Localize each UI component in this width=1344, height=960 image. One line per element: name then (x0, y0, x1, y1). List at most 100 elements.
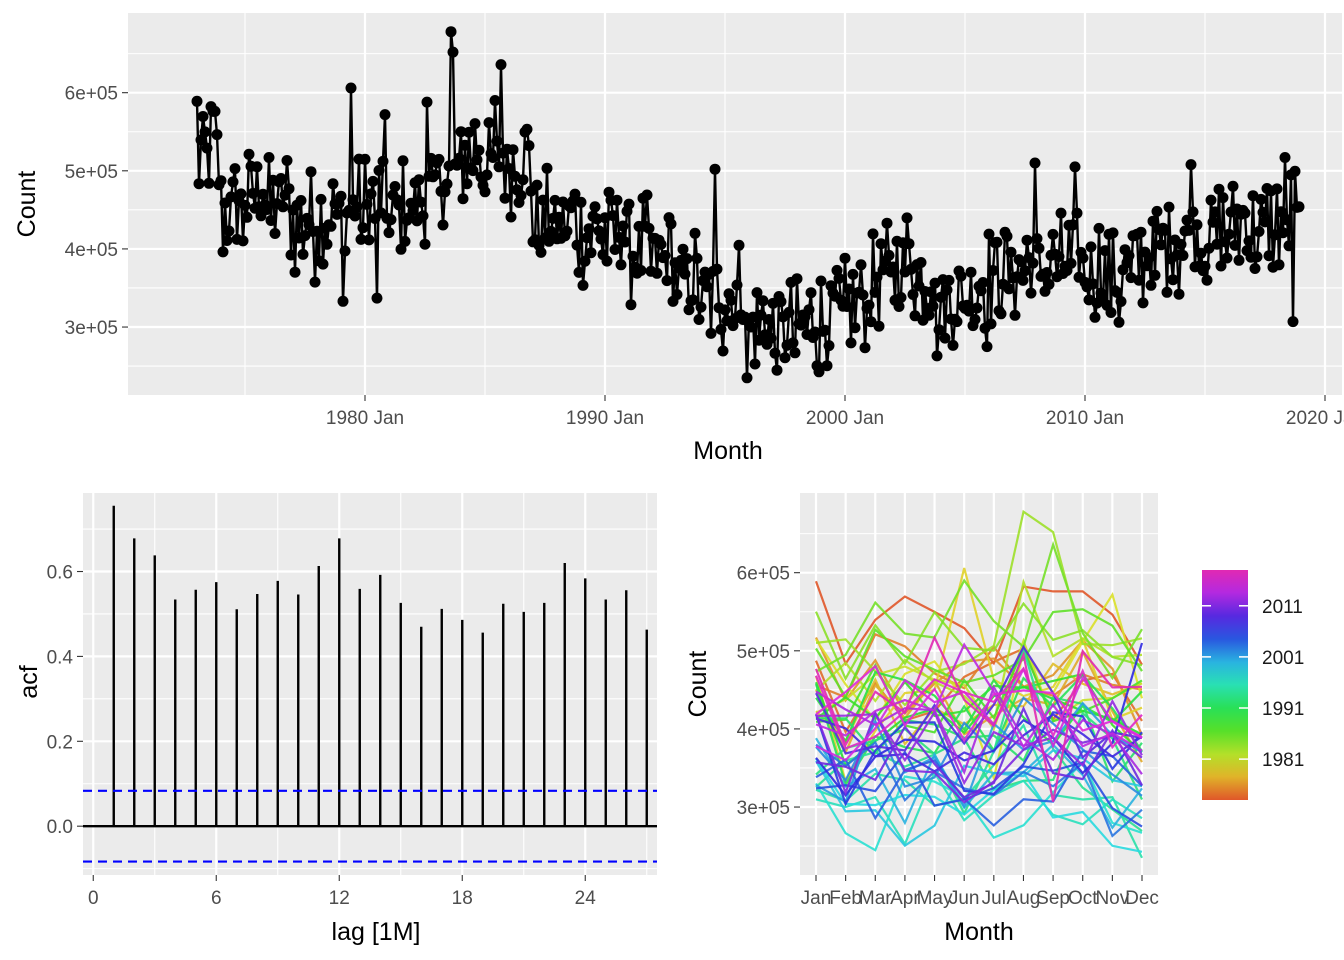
timeseries-point (191, 95, 203, 107)
timeseries-y-tick-label: 3e+05 (65, 318, 118, 339)
timeseries-point (855, 259, 867, 271)
timeseries-point (1213, 183, 1225, 195)
timeseries-point (209, 105, 221, 117)
timeseries-point (745, 321, 757, 333)
seasonal-year-line (815, 608, 1143, 700)
timeseries-point (491, 135, 503, 147)
timeseries-point (705, 327, 717, 339)
timeseries-point (221, 235, 233, 246)
timeseries-point (471, 154, 483, 166)
timeseries-point (453, 152, 465, 164)
timeseries-point (283, 183, 295, 195)
timeseries-point (1293, 201, 1305, 213)
timeseries-point (315, 193, 327, 205)
timeseries-point (833, 272, 845, 284)
timeseries-point (609, 244, 621, 255)
timeseries-x-tick-label: 2000 Jan (806, 408, 884, 429)
timeseries-point (359, 153, 371, 165)
timeseries-point (683, 304, 695, 316)
timeseries-point (317, 258, 329, 270)
timeseries-point (813, 366, 825, 378)
timeseries-point (1289, 165, 1301, 177)
timeseries-x-ticks: 1980 Jan 1990 Jan 2000 Jan 2010 Jan 2020 Jan (326, 395, 1344, 429)
timeseries-point (1151, 205, 1163, 217)
timeseries-point (361, 198, 373, 210)
seasonal-x-tick-label: Sep (1036, 888, 1070, 909)
timeseries-x-tick-label: 2020 Jan (1286, 408, 1344, 429)
timeseries-point (415, 196, 427, 208)
timeseries-point (923, 309, 935, 321)
timeseries-point (1133, 274, 1145, 286)
timeseries-point (893, 301, 905, 312)
timeseries-point (1185, 159, 1197, 171)
acf-y-ticks: 0.0 0.2 0.4 0.6 (47, 563, 83, 838)
acf-y-tick-label: 0.0 (47, 817, 73, 838)
timeseries-point (349, 210, 361, 222)
timeseries-point (1215, 260, 1227, 272)
timeseries-point (857, 289, 869, 301)
timeseries-point (573, 266, 585, 278)
seasonal-year-line (815, 758, 1143, 853)
timeseries-point (939, 332, 951, 344)
timeseries-point (1233, 254, 1245, 266)
timeseries-point (823, 340, 835, 352)
legend-break-label: 2001 (1262, 648, 1304, 669)
timeseries-point (619, 236, 631, 248)
timeseries-point (335, 190, 347, 202)
timeseries-point (407, 205, 419, 217)
acf-y-tick-label: 0.2 (47, 732, 73, 753)
timeseries-point (521, 123, 533, 135)
timeseries-x-title: Month (693, 437, 762, 465)
timeseries-point (503, 163, 515, 174)
timeseries-point (445, 26, 457, 38)
timeseries-point (461, 178, 473, 190)
timeseries-point (821, 360, 833, 372)
timeseries-point (651, 267, 663, 279)
timeseries-point (955, 270, 967, 282)
timeseries-point (907, 289, 919, 300)
timeseries-point (755, 309, 767, 321)
timeseries-point (197, 111, 209, 122)
timeseries-point (1067, 219, 1079, 231)
timeseries-point (701, 281, 713, 293)
timeseries-point (1069, 161, 1081, 173)
acf-x-tick-label: 0 (88, 888, 99, 909)
timeseries-point (385, 214, 397, 226)
timeseries-point (985, 318, 997, 330)
acf-x-ticks: 0 6 12 18 24 (88, 875, 596, 909)
timeseries-point (607, 210, 619, 222)
timeseries-point (339, 245, 351, 257)
seasonal-y-ticks: 3e+05 4e+05 5e+05 6e+05 (737, 564, 800, 819)
timeseries-point (377, 155, 389, 167)
timeseries-point (809, 326, 821, 338)
acf-x-tick-label: 24 (575, 888, 597, 909)
timeseries-point (839, 252, 851, 264)
timeseries-point (803, 304, 815, 316)
timeseries-point (553, 211, 565, 223)
timeseries-point (1113, 316, 1125, 328)
timeseries-point (1053, 251, 1065, 262)
timeseries-point (895, 292, 907, 303)
timeseries-point (665, 218, 677, 230)
timeseries-point (289, 266, 301, 278)
timeseries-point (1027, 257, 1039, 269)
timeseries-point (1065, 257, 1077, 269)
timeseries-point (1107, 227, 1119, 239)
timeseries-point (331, 208, 343, 220)
acf-y-tick-label: 0.4 (47, 647, 74, 668)
timeseries-point (915, 257, 927, 268)
timeseries-point (1229, 239, 1241, 251)
timeseries-point (933, 324, 945, 336)
timeseries-point (617, 220, 629, 232)
timeseries-point (1273, 259, 1285, 271)
timeseries-point (769, 347, 781, 359)
timeseries-point (217, 246, 229, 258)
timeseries-y-title: Count (13, 171, 41, 238)
timeseries-point (815, 275, 827, 287)
timeseries-point (1209, 206, 1221, 218)
timeseries-point (951, 316, 963, 328)
color-legend-bar (1202, 570, 1248, 800)
timeseries-point (397, 155, 409, 167)
timeseries-point (265, 215, 277, 226)
timeseries-point (1019, 265, 1031, 277)
